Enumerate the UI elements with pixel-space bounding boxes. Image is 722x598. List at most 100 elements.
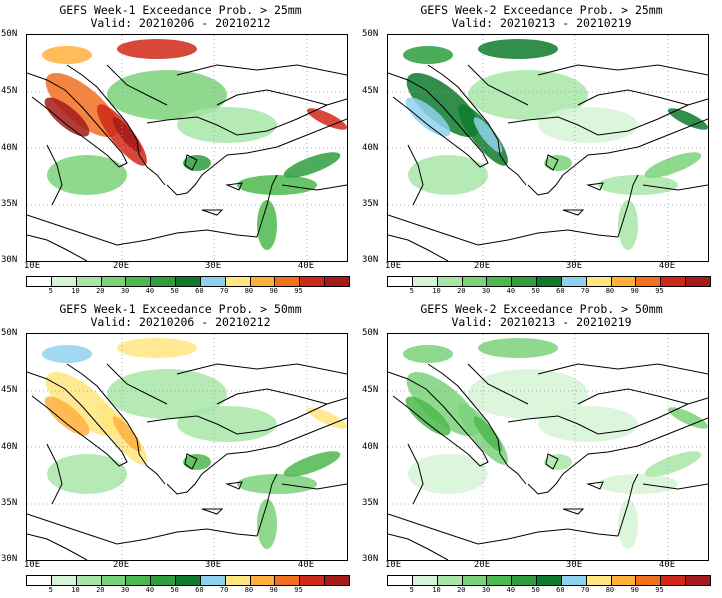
- lat-label: 30N: [1, 554, 18, 564]
- coastline-path: [27, 533, 88, 560]
- color-scale-swatch: [512, 277, 538, 286]
- precip-area: [42, 345, 92, 363]
- panel-title: GEFS Week-1 Exceedance Prob. > 50mm: [59, 302, 302, 316]
- coastline-path: [537, 64, 708, 76]
- color-scale-tick-label: 70: [219, 287, 229, 295]
- coastline-path: [166, 118, 347, 196]
- graticule: [27, 334, 347, 560]
- coastline-path: [642, 184, 708, 191]
- panel-valid-dates: Valid: 20210213 - 20210219: [451, 315, 632, 329]
- color-scale-swatch: [661, 277, 687, 286]
- color-scale-swatch: [561, 277, 587, 286]
- lon-label: 10E: [384, 261, 402, 271]
- coastline-path: [577, 89, 689, 106]
- color-scale-swatch: [200, 576, 226, 585]
- color-scale-tick-label: 20: [96, 586, 105, 594]
- lat-label: 35N: [362, 498, 379, 508]
- lon-label: 40E: [297, 560, 315, 570]
- color-scale-swatch: [275, 576, 301, 585]
- precip-area: [644, 451, 702, 477]
- coastline-path: [201, 508, 224, 515]
- map-panel-week1-50mm: GEFS Week-1 Exceedance Prob. > 50mm Vali…: [0, 299, 361, 598]
- color-scale-bar: [387, 276, 711, 287]
- color-scale-swatch: [512, 576, 538, 585]
- color-scale-tick-label: 5: [48, 586, 53, 594]
- map-canvas: [27, 35, 347, 261]
- map-canvas: [27, 334, 347, 560]
- color-scale-tick-label: 10: [71, 586, 80, 594]
- precip-area: [112, 416, 142, 452]
- color-scale-swatch: [388, 277, 413, 286]
- color-scale-ticks: 5 10 20 30 40 50 60 70 80 90 95: [26, 287, 348, 296]
- color-scale-tick-label: 80: [605, 287, 615, 295]
- coastline-path: [27, 214, 258, 246]
- graticule: [27, 35, 347, 261]
- color-scale-ticks: 5 10 20 30 40 50 60 70 80 90 95: [387, 586, 709, 595]
- color-scale-tick-label: 95: [655, 287, 664, 295]
- coastlines: [388, 64, 708, 261]
- color-scale-swatch: [412, 277, 438, 286]
- coastlines: [27, 64, 347, 261]
- map-panel-week2-25mm: GEFS Week-2 Exceedance Prob. > 25mm Vali…: [361, 0, 722, 299]
- coastline-path: [586, 481, 604, 490]
- color-scale-swatch: [537, 277, 562, 286]
- color-scale-swatch: [51, 277, 77, 286]
- color-scale-ticks: 5 10 20 30 40 50 60 70 80 90 95: [26, 586, 348, 595]
- coastline-path: [166, 417, 347, 495]
- color-scale-swatch: [462, 576, 488, 585]
- color-scale-tick-label: 95: [294, 586, 303, 594]
- coastline-path: [146, 397, 347, 435]
- coastline-path: [27, 513, 258, 545]
- coastline-path: [562, 209, 585, 216]
- coastline-path: [527, 417, 708, 495]
- color-scale-swatch: [661, 576, 687, 585]
- coastline-path: [146, 98, 347, 136]
- color-scale-swatch: [101, 576, 127, 585]
- color-scale-swatch: [76, 576, 102, 585]
- precip-area: [408, 454, 488, 494]
- coastline-path: [427, 64, 527, 186]
- lon-label: 20E: [473, 261, 491, 271]
- color-scale-tick-label: 60: [556, 586, 565, 594]
- map-canvas: [388, 35, 708, 261]
- precip-area: [403, 46, 453, 64]
- lat-label: 45N: [1, 385, 18, 395]
- lon-label: 10E: [23, 261, 41, 271]
- precip-area: [473, 416, 503, 452]
- precip-area: [177, 107, 277, 143]
- color-scale-swatch: [412, 576, 438, 585]
- coastlines: [27, 363, 347, 560]
- probability-map: [26, 333, 348, 561]
- precip-area: [468, 70, 588, 120]
- lon-label: 10E: [23, 560, 41, 570]
- lon-label: 40E: [658, 261, 676, 271]
- coastline-path: [46, 443, 63, 505]
- color-scale-tick-label: 40: [145, 586, 155, 594]
- coastline-path: [537, 363, 708, 375]
- lat-label: 30N: [1, 255, 18, 265]
- probability-map: [387, 34, 709, 262]
- color-scale-swatch: [611, 576, 637, 585]
- color-scale-tick-label: 90: [630, 287, 639, 295]
- color-scale-swatch: [300, 576, 326, 585]
- color-scale-tick-label: 30: [481, 586, 491, 594]
- precip-area: [618, 499, 638, 549]
- precip-area: [403, 345, 453, 363]
- color-scale-tick-label: 60: [195, 586, 204, 594]
- coastline-path: [407, 443, 424, 505]
- precip-area: [667, 108, 708, 130]
- color-scale-tick-label: 70: [580, 287, 590, 295]
- coastline-path: [27, 371, 128, 467]
- coastline-path: [225, 481, 243, 490]
- color-scale-swatch: [636, 277, 662, 286]
- coastline-path: [467, 363, 529, 405]
- precip-area: [183, 155, 211, 171]
- color-scale-swatch: [686, 576, 710, 585]
- lat-label: 40N: [362, 143, 379, 153]
- color-scale-swatch: [437, 576, 463, 585]
- color-scale-swatch: [76, 277, 102, 286]
- map-canvas: [388, 334, 708, 560]
- coastline-path: [388, 513, 619, 545]
- color-scale-tick-label: 30: [120, 586, 130, 594]
- color-scale-tick-label: 10: [432, 586, 441, 594]
